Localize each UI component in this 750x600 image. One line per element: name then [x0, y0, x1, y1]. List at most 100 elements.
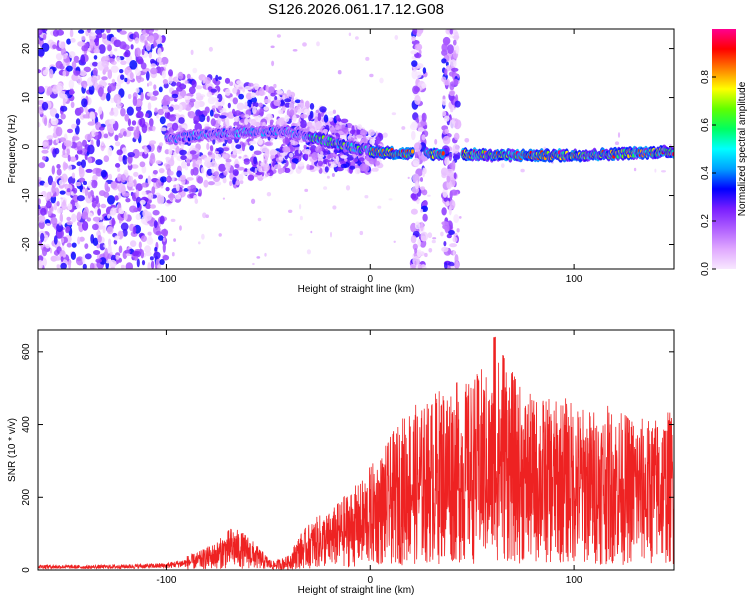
spectrogram-cell — [340, 118, 349, 124]
spectrogram-cell — [98, 44, 106, 54]
spectrogram-cell — [61, 201, 67, 211]
spectrogram-cell — [101, 76, 108, 81]
spectrogram-cell — [218, 233, 222, 237]
spectrogram-cell — [180, 143, 185, 149]
spectrogram-cell — [232, 177, 237, 182]
spectrogram-cell — [453, 214, 460, 224]
spectrogram-cell — [56, 82, 64, 92]
spectrogram-cell — [203, 157, 212, 162]
spectrogram-cell — [184, 95, 189, 100]
spectrogram-cell — [66, 216, 71, 221]
spectrogram-cell — [141, 191, 147, 196]
spectrogram-cell — [82, 263, 87, 269]
spectrogram-cell — [365, 56, 370, 61]
spectrogram-cell — [92, 67, 98, 76]
spectrogram-cell — [59, 190, 66, 195]
spectrogram-cell — [135, 189, 140, 199]
spectrogram-cell — [141, 48, 145, 56]
spectrogram-cell — [97, 234, 102, 243]
spectrogram-cell — [108, 83, 116, 92]
spectrogram-cell — [110, 207, 117, 216]
spectrogram-cell — [252, 102, 259, 108]
spectrogram-cell — [297, 161, 305, 167]
spectrogram-cell — [176, 81, 182, 88]
spectrogram-cell — [166, 96, 175, 102]
spectrogram-cell — [178, 117, 185, 124]
spectrogram-cell — [53, 202, 58, 211]
spectrogram-cell — [155, 160, 162, 165]
spectrogram-cell — [54, 147, 60, 155]
spectrogram-cell — [147, 192, 154, 200]
spectrogram-cell — [179, 225, 182, 231]
spectrogram-cell — [41, 149, 49, 154]
spectrogram-cell — [299, 203, 302, 210]
spectrogram-cell — [153, 220, 158, 229]
spectrogram-cell — [441, 43, 448, 52]
spectrogram-cell — [68, 51, 76, 59]
spectrogram-cell — [190, 49, 194, 55]
spectrogram-cell — [92, 169, 96, 175]
spectrogram-cell — [313, 167, 320, 171]
spectrogram-cell — [134, 37, 139, 44]
spectrogram-cell — [60, 262, 67, 269]
spectrogram-cell — [40, 232, 45, 243]
spectrogram-cell — [304, 149, 311, 155]
spectrogram-cell — [66, 65, 73, 72]
spectrogram-cell — [77, 76, 83, 85]
spectrogram-cell — [55, 60, 63, 69]
spectrogram-cell — [107, 146, 113, 157]
spectrogram-cell — [46, 86, 53, 96]
signal-cell — [411, 149, 415, 154]
spectrogram-cell — [121, 147, 128, 155]
spectrogram-cell — [131, 120, 137, 126]
spectrogram-cell — [310, 230, 313, 234]
spectrogram-cell — [124, 49, 131, 58]
spectrogram-cell — [320, 151, 324, 156]
spectrogram-cell — [324, 166, 329, 173]
spectrogram-cell — [669, 143, 672, 147]
spectrogram-cell — [55, 126, 63, 137]
spectrogram-cell — [55, 53, 63, 61]
spectrogram-cell — [300, 114, 305, 118]
spectrogram-cell — [145, 71, 150, 81]
spectrogram-cell — [229, 180, 233, 187]
spectrogram-cell — [314, 121, 322, 130]
spectrogram-cell — [127, 152, 135, 158]
spectrogram-cell — [71, 172, 75, 179]
spectrogram-cell — [448, 261, 455, 267]
spectrogram-cell — [42, 34, 47, 40]
spectrogram-cell — [235, 179, 240, 186]
spectrogram-cell — [106, 92, 111, 102]
spectrogram-cell — [394, 35, 399, 40]
spectrogram-cell — [41, 246, 48, 257]
spectrogram-cell — [99, 242, 106, 251]
spectrogram-cell — [94, 132, 99, 136]
spectrogram-cell — [308, 114, 312, 122]
spectrogram-cell — [55, 113, 60, 119]
spectrogram-cell — [61, 173, 68, 183]
spectrogram-cell — [257, 217, 262, 222]
spectrogram-cell — [270, 92, 276, 97]
spectrogram-cell — [186, 177, 194, 181]
spectrogram-cell — [214, 151, 220, 154]
spectrogram-cell — [171, 122, 179, 131]
spectrogram-cell — [99, 126, 105, 131]
spectrogram-cell — [449, 243, 457, 248]
spectrogram-cell — [118, 245, 123, 254]
spectrogram-cell — [81, 98, 88, 108]
spectrogram-cell — [88, 84, 95, 95]
spectrogram-cell — [84, 187, 89, 197]
spectrogram-cell — [444, 222, 450, 233]
spectrogram-cell — [40, 207, 47, 216]
spectrogram-cell — [113, 239, 118, 245]
spectrogram-cell — [236, 80, 242, 85]
spectrogram-cell — [60, 41, 65, 50]
spectrogram-cell — [127, 118, 131, 127]
spectrogram-cell — [414, 151, 418, 157]
spectrogram-cell — [452, 250, 456, 256]
spectrogram-cell — [161, 70, 166, 79]
spectrogram-cell — [443, 241, 447, 247]
spectrogram-cell — [38, 69, 42, 74]
spectrogram-cell — [101, 60, 110, 68]
